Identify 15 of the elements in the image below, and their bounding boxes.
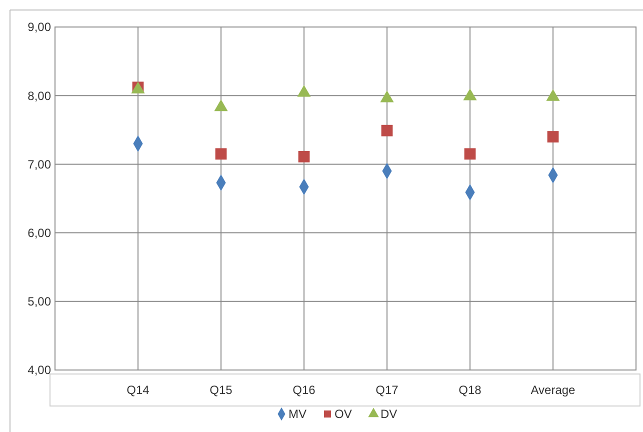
y-tick-label: 9,00 [28, 20, 52, 34]
y-tick-label: 7,00 [28, 157, 52, 172]
y-tick-label: 8,00 [28, 88, 52, 103]
x-tick-label: Q15 [210, 383, 233, 398]
y-tick-label: 5,00 [28, 294, 52, 309]
legend-label: OV [334, 407, 352, 422]
x-tick-label: Q14 [126, 383, 150, 398]
legend-label: DV [380, 407, 398, 422]
y-tick-label: 6,00 [28, 226, 52, 240]
x-tick-label: Q18 [458, 383, 482, 398]
legend-label: MV [288, 407, 306, 422]
y-tick-label: 4,00 [28, 363, 52, 378]
x-tick-label: Average [530, 383, 576, 398]
x-tick-label: Q17 [376, 383, 399, 398]
x-tick-label: Q16 [292, 383, 316, 398]
